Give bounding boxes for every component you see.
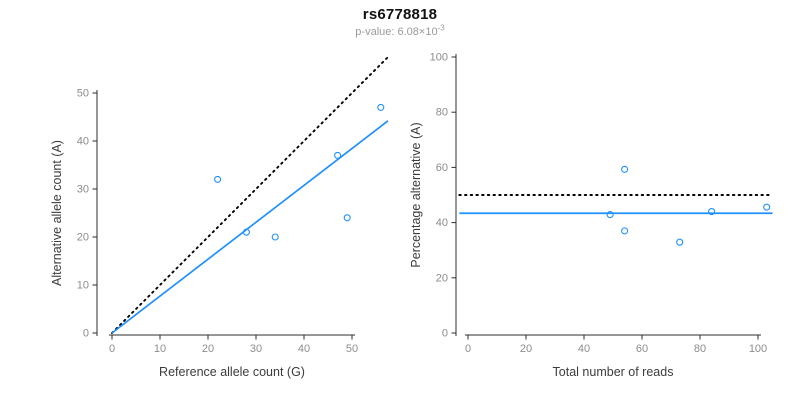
- data-point: [214, 175, 222, 183]
- left-chart: 0 10 20 30 40 50 0 10 20 30 40 50 Reference allele c…: [50, 56, 389, 379]
- y-tick-label: 30: [77, 184, 89, 196]
- y-tick-label: 50: [77, 88, 89, 100]
- data-point: [377, 103, 385, 111]
- y-tick-label: 0: [442, 328, 448, 340]
- x-axis-title: Total number of reads: [553, 365, 674, 379]
- data-point: [621, 165, 629, 173]
- data-point: [343, 214, 351, 222]
- x-tick-label: 60: [636, 343, 648, 355]
- y-axis-title: Alternative allele count (A): [50, 140, 64, 286]
- y-tick-label: 40: [436, 217, 448, 229]
- y-tick-label: 10: [77, 280, 89, 292]
- y-tick-label: 20: [436, 272, 448, 284]
- x-tick-label: 40: [298, 343, 310, 355]
- y-axis-title: Percentage alternative (A): [409, 122, 423, 267]
- data-point: [708, 208, 716, 216]
- plot-title: rs6778818: [362, 6, 438, 23]
- data-point: [763, 203, 771, 211]
- pvalue-exponent: -3: [437, 23, 445, 33]
- y-tick-label: 60: [436, 162, 448, 174]
- y-tick-label: 40: [77, 136, 89, 148]
- charts-svg: 0 10 20 30 40 50 0 10 20 30 40 50 Reference allele c…: [50, 52, 774, 379]
- x-tick-label: 10: [154, 343, 166, 355]
- y-tick-label: 100: [430, 52, 448, 64]
- x-axis-title: Reference allele count (G): [159, 365, 305, 379]
- identity-line: [111, 56, 389, 334]
- x-tick-label: 80: [694, 343, 706, 355]
- x-tick-label: 100: [749, 343, 767, 355]
- x-tick-label: 0: [109, 343, 115, 355]
- y-tick-label: 0: [83, 328, 89, 340]
- data-point: [606, 211, 614, 219]
- plot-subtitle: p-value: 6.08×10-3: [0, 23, 800, 38]
- data-point: [271, 233, 279, 241]
- x-tick-label: 20: [202, 343, 214, 355]
- y-tick-label: 20: [77, 232, 89, 244]
- plot-header: rs6778818 p-value: 6.08×10-3: [0, 6, 800, 38]
- regression-line: [111, 120, 389, 334]
- data-point: [334, 151, 342, 159]
- x-tick-label: 50: [346, 343, 358, 355]
- x-tick-label: 0: [465, 343, 471, 355]
- x-tick-label: 20: [520, 343, 532, 355]
- x-tick-label: 40: [578, 343, 590, 355]
- data-point: [676, 238, 684, 246]
- pvalue-text: p-value: 6.08×10: [355, 26, 438, 38]
- x-tick-label: 30: [250, 343, 262, 355]
- data-point: [621, 227, 629, 235]
- right-chart: 0 20 40 60 80 100 0 20 40 60 80 100 Total number of …: [409, 52, 774, 379]
- data-point: [242, 228, 250, 236]
- y-tick-label: 80: [436, 107, 448, 119]
